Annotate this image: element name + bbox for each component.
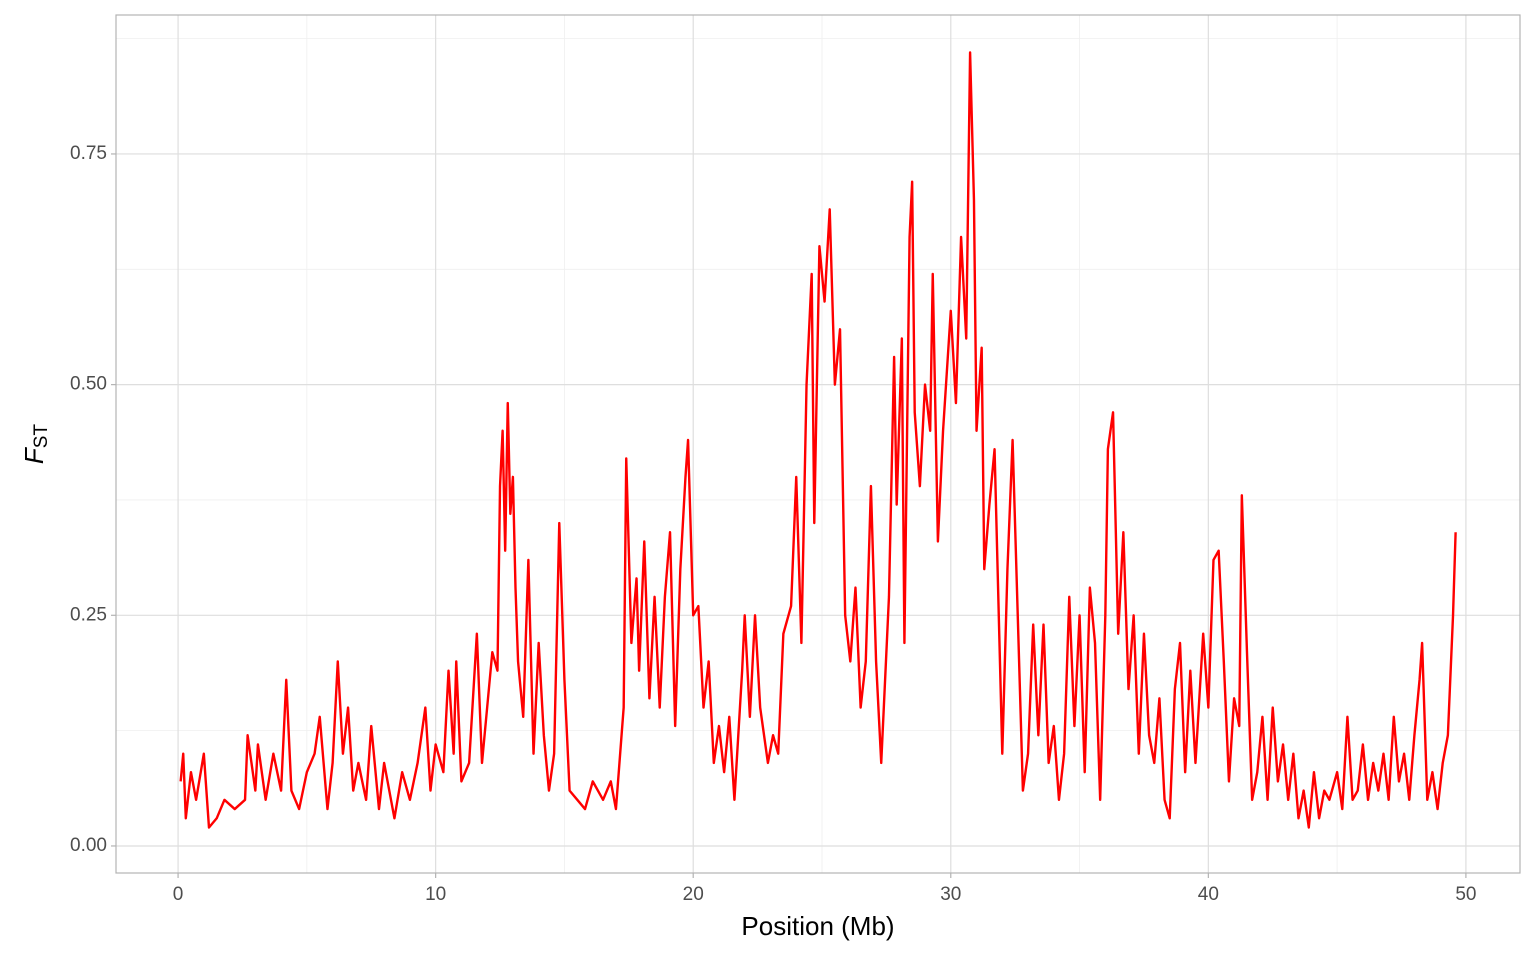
ticks: 0 10 20 30 40 50 0.00 0.25 0.50 0.75 — [70, 143, 1476, 905]
x-tick-label: 10 — [425, 884, 446, 905]
data-line — [179, 51, 1457, 829]
x-tick-label: 50 — [1455, 884, 1476, 905]
y-tick-label: 0.00 — [70, 835, 107, 856]
panel-border — [115, 14, 1521, 874]
y-tick-label: 0.50 — [70, 374, 107, 395]
x-tick-label: 40 — [1198, 884, 1219, 905]
x-tick-label: 0 — [173, 884, 184, 905]
y-axis-title-sub: ST — [31, 424, 52, 449]
y-axis-title: FST — [19, 424, 52, 465]
x-axis-title: Position (Mb) — [741, 911, 894, 941]
y-axis-title-main: F — [19, 446, 49, 464]
plot — [179, 51, 1457, 829]
x-tick-label: 20 — [683, 884, 704, 905]
y-tick-label: 0.75 — [70, 143, 107, 164]
x-tick-label: 30 — [940, 884, 961, 905]
y-tick-label: 0.25 — [70, 604, 107, 625]
